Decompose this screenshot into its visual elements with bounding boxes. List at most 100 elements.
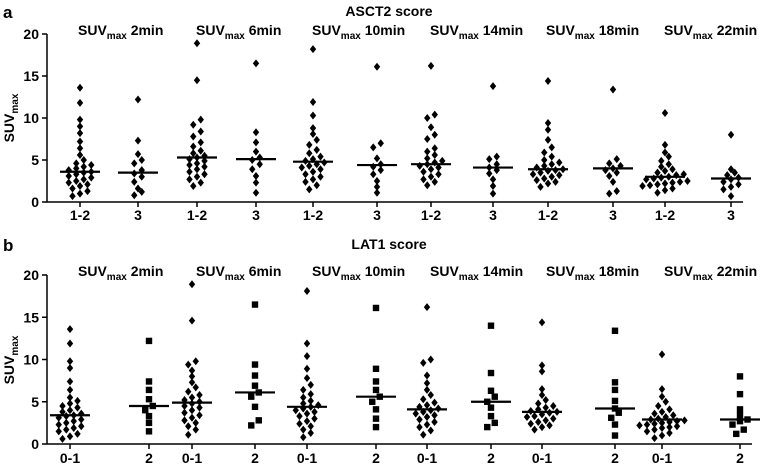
data-point bbox=[611, 405, 619, 412]
data-point bbox=[420, 175, 427, 184]
data-point bbox=[673, 422, 681, 431]
data-point bbox=[727, 130, 735, 139]
data-point bbox=[724, 171, 731, 180]
data-point bbox=[740, 426, 747, 433]
group-header: SUVmax 18min bbox=[546, 263, 639, 283]
group-header-subscript: max bbox=[575, 31, 595, 42]
group-header-prefix: SUV bbox=[430, 263, 459, 279]
data-point bbox=[416, 402, 423, 411]
group-header-prefix: SUV bbox=[546, 22, 575, 38]
data-point bbox=[192, 418, 199, 427]
data-point bbox=[658, 431, 666, 440]
data-point bbox=[190, 149, 197, 158]
group-header-prefix: SUV bbox=[664, 263, 693, 279]
data-point bbox=[309, 167, 317, 176]
data-point bbox=[193, 172, 201, 181]
data-point bbox=[424, 147, 431, 156]
data-point bbox=[70, 423, 77, 432]
x-tick-label: 0-1 bbox=[532, 450, 552, 466]
group-header: SUVmax 10min bbox=[312, 22, 405, 42]
group-header-prefix: SUV bbox=[78, 263, 107, 279]
data-point bbox=[431, 411, 438, 420]
data-point bbox=[138, 187, 145, 196]
data-point bbox=[538, 390, 546, 399]
data-point bbox=[736, 406, 744, 413]
data-point bbox=[188, 413, 196, 422]
data-point bbox=[658, 418, 666, 427]
x-tick-label: 3 bbox=[727, 207, 735, 223]
data-point bbox=[292, 406, 299, 415]
data-point bbox=[559, 165, 567, 174]
data-point bbox=[412, 409, 419, 418]
data-point bbox=[372, 365, 380, 372]
data-point bbox=[423, 412, 431, 421]
data-point bbox=[424, 160, 431, 169]
panel-label: b bbox=[3, 236, 13, 255]
data-point bbox=[252, 171, 260, 180]
data-point bbox=[186, 161, 193, 170]
data-point bbox=[78, 415, 85, 424]
data-point bbox=[736, 417, 744, 425]
data-point bbox=[373, 62, 381, 71]
data-point bbox=[544, 166, 552, 175]
data-point bbox=[377, 160, 384, 169]
data-point bbox=[190, 120, 197, 129]
data-point bbox=[376, 393, 383, 400]
group-header-time: 10min bbox=[361, 22, 405, 38]
data-point bbox=[639, 182, 646, 191]
data-point bbox=[424, 114, 431, 122]
data-point bbox=[192, 383, 199, 392]
data-point bbox=[196, 411, 203, 420]
data-point bbox=[373, 188, 381, 197]
group-header: SUVmax 22min bbox=[664, 22, 757, 42]
x-tick-label: 0-1 bbox=[297, 450, 317, 466]
data-point bbox=[662, 412, 669, 421]
data-point bbox=[542, 403, 549, 412]
data-point bbox=[489, 189, 497, 198]
data-point bbox=[252, 188, 260, 197]
x-tick-label: 0-1 bbox=[652, 450, 672, 466]
data-point bbox=[76, 150, 84, 159]
data-point bbox=[76, 182, 84, 191]
data-point bbox=[424, 154, 431, 163]
data-point bbox=[307, 390, 314, 399]
data-point bbox=[193, 39, 201, 48]
data-point bbox=[531, 412, 538, 421]
data-point bbox=[303, 374, 311, 383]
data-point bbox=[63, 418, 70, 427]
data-point bbox=[80, 168, 87, 177]
data-point bbox=[666, 429, 673, 438]
data-point bbox=[80, 175, 87, 184]
data-point bbox=[486, 163, 493, 172]
group-header-time: 2min bbox=[127, 263, 164, 279]
data-point bbox=[636, 421, 643, 430]
data-point bbox=[654, 180, 661, 189]
data-point bbox=[296, 412, 303, 421]
data-point bbox=[252, 138, 260, 147]
data-point bbox=[300, 404, 307, 413]
data-point bbox=[252, 128, 260, 137]
data-point bbox=[372, 304, 380, 312]
group-header-subscript: max bbox=[107, 31, 127, 42]
data-point bbox=[654, 168, 661, 177]
group-header: SUVmax 10min bbox=[312, 263, 405, 283]
group-header-prefix: SUV bbox=[546, 263, 575, 279]
data-point bbox=[197, 127, 204, 136]
group-header-time: 22min bbox=[713, 263, 757, 279]
data-point bbox=[309, 98, 317, 107]
data-point bbox=[369, 398, 376, 405]
data-point bbox=[65, 166, 72, 175]
data-point bbox=[373, 177, 381, 185]
data-point bbox=[552, 177, 559, 186]
data-point bbox=[680, 170, 687, 179]
data-point bbox=[615, 409, 622, 416]
data-point bbox=[131, 191, 138, 200]
data-point bbox=[201, 151, 208, 160]
data-point bbox=[185, 387, 192, 396]
data-point bbox=[185, 430, 192, 439]
data-point bbox=[613, 155, 620, 164]
data-point bbox=[248, 393, 255, 400]
data-point bbox=[188, 280, 196, 289]
group-header-subscript: max bbox=[341, 272, 361, 283]
